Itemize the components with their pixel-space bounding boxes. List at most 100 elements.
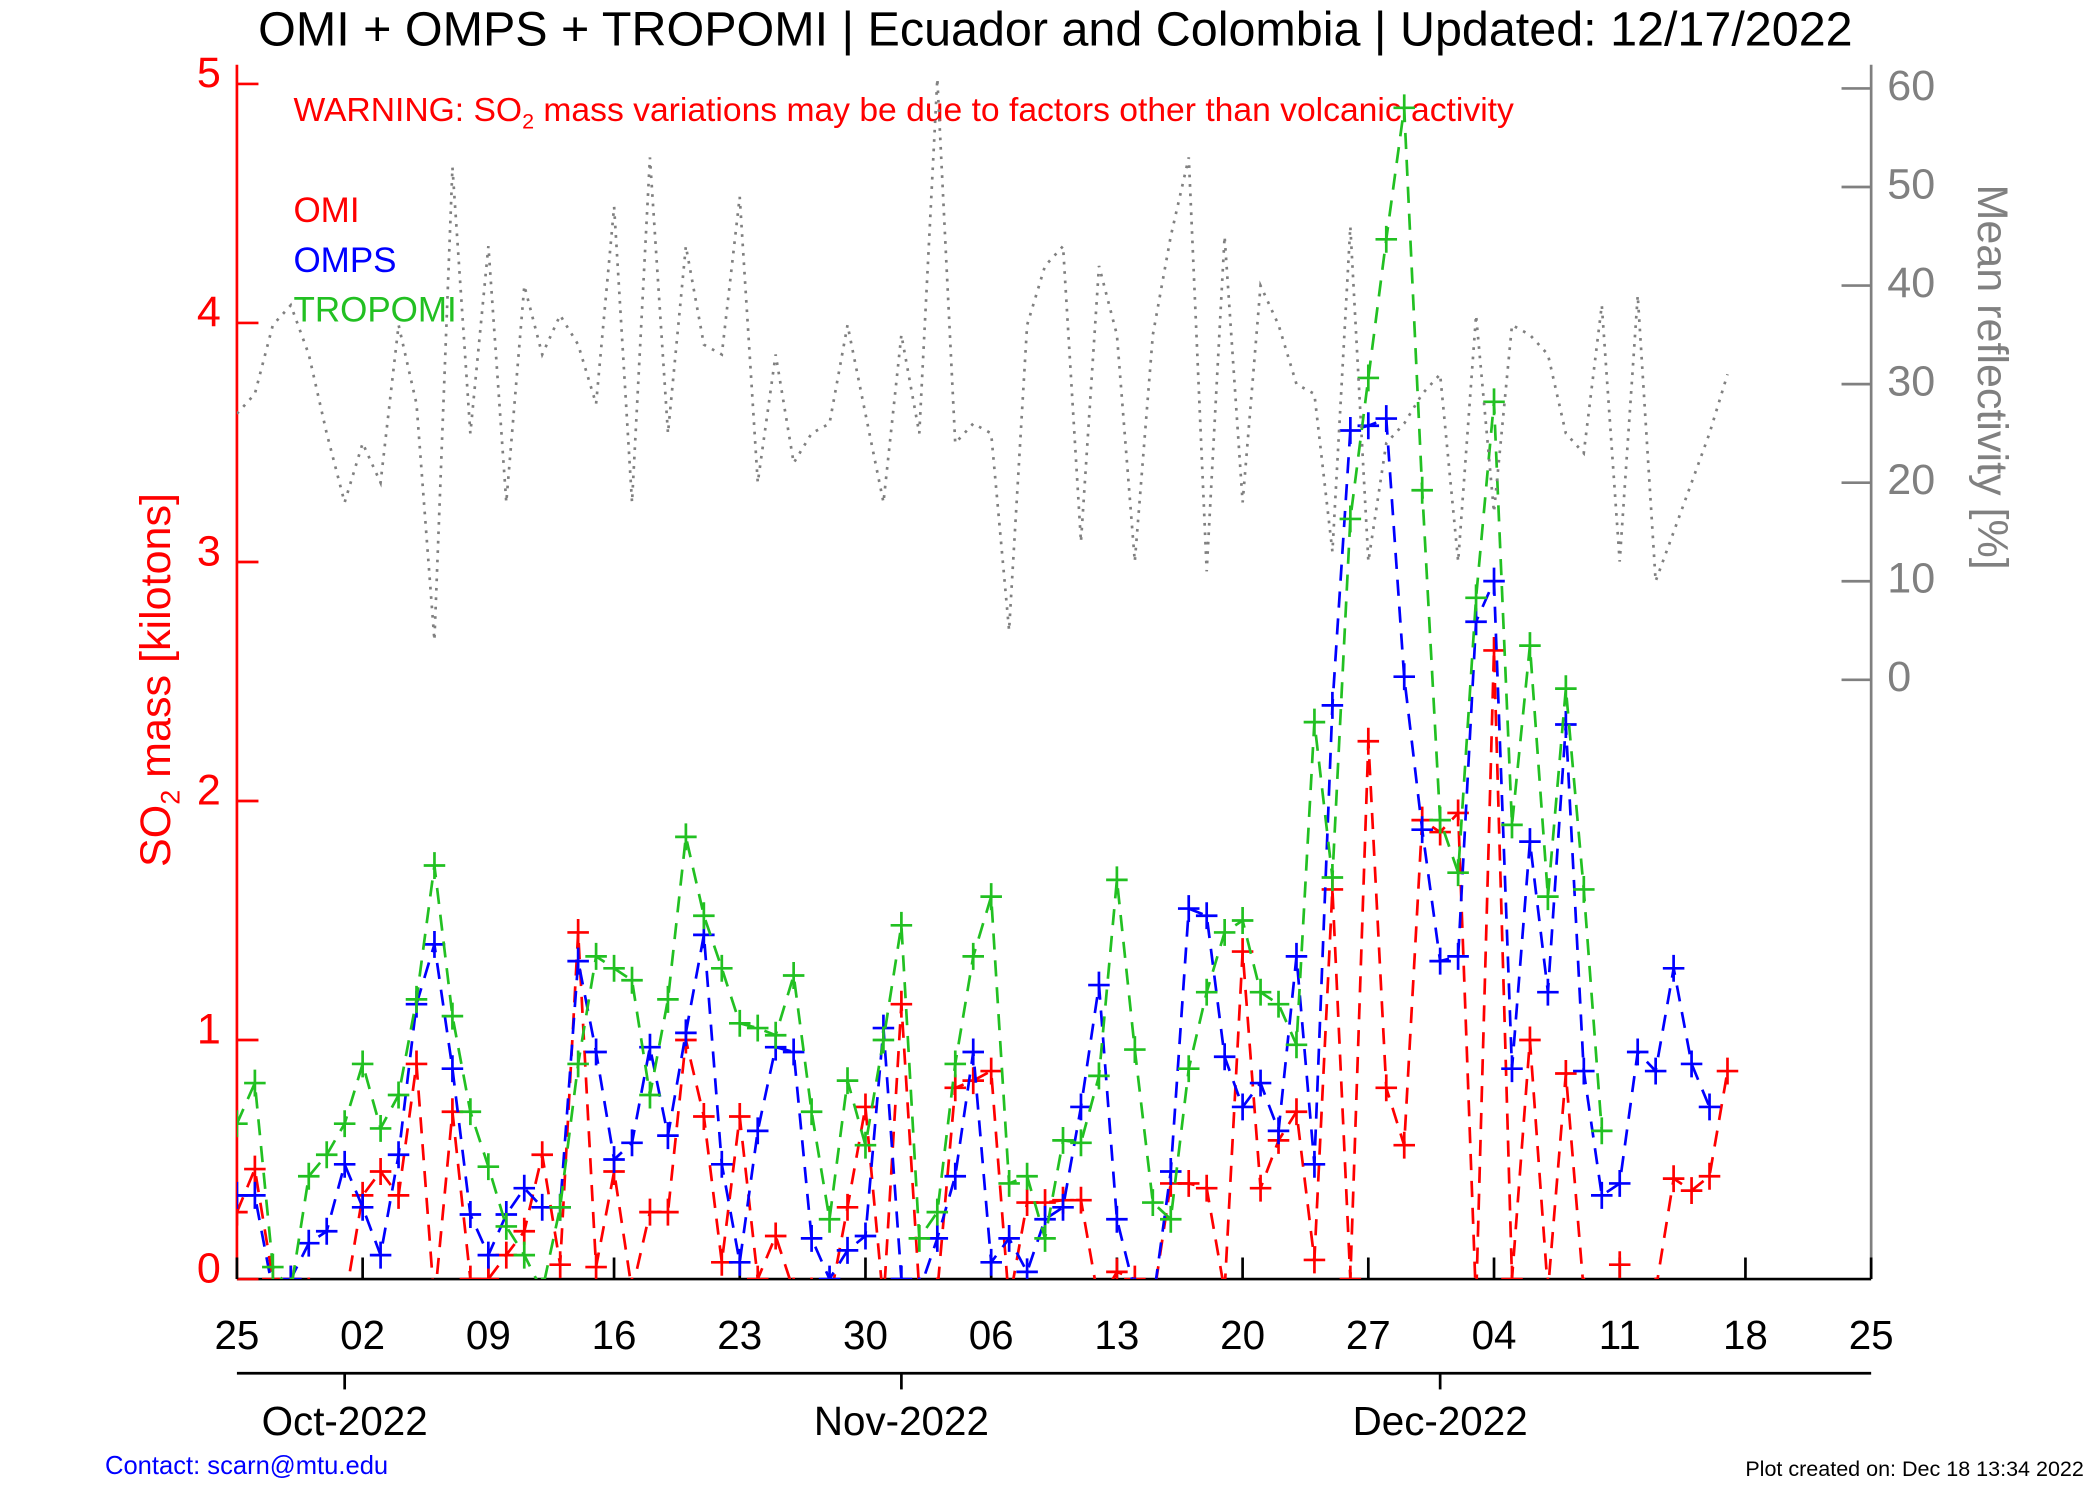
point-marker — [1052, 1126, 1074, 1154]
point-marker — [1608, 1251, 1631, 1279]
point-marker — [1231, 907, 1254, 934]
ylabel-prefix: SO — [132, 805, 180, 867]
point-marker — [387, 1081, 410, 1109]
point-marker — [908, 1224, 931, 1252]
x-tick-label: 23 — [717, 1312, 762, 1358]
x-tick-label: 20 — [1220, 1312, 1265, 1358]
point-marker — [1339, 1265, 1362, 1280]
point-marker — [1357, 364, 1380, 392]
point-marker — [800, 1098, 823, 1126]
point-marker — [1285, 1031, 1308, 1059]
point-marker — [818, 1265, 841, 1280]
x-tick-label: 02 — [340, 1312, 385, 1358]
point-marker — [918, 1277, 921, 1280]
x-tick-label: 18 — [1723, 1312, 1768, 1358]
point-marker — [495, 1241, 518, 1269]
point-marker — [1447, 859, 1469, 887]
point-marker — [271, 1277, 275, 1280]
point-marker — [1142, 1189, 1164, 1217]
point-marker — [459, 1098, 482, 1126]
x-tick-label: 30 — [843, 1312, 888, 1358]
point-marker — [1537, 978, 1559, 1006]
point-marker — [1698, 1093, 1721, 1121]
point-marker — [1339, 505, 1362, 533]
point-marker — [351, 1193, 374, 1221]
point-marker — [1177, 1055, 1200, 1083]
x-tick-label: 06 — [969, 1312, 1014, 1358]
point-marker — [818, 1205, 841, 1233]
point-marker — [1608, 1169, 1631, 1197]
point-marker — [1133, 1277, 1137, 1280]
point-marker — [477, 1153, 500, 1181]
point-marker — [1519, 828, 1541, 856]
point-marker — [1662, 1165, 1685, 1193]
point-marker — [1106, 1258, 1128, 1280]
point-marker — [1321, 691, 1344, 719]
point-marker — [1070, 1186, 1092, 1214]
point-marker — [244, 1181, 266, 1209]
created-note: Plot created on: Dec 18 13:34 2022 — [1745, 1457, 2084, 1481]
point-marker — [369, 1114, 392, 1142]
point-marker — [316, 1289, 338, 1316]
point-marker — [854, 1131, 877, 1159]
point-marker — [1393, 94, 1415, 122]
point-marker — [1231, 1093, 1254, 1121]
point-marker — [854, 1222, 877, 1250]
point-marker — [1716, 1057, 1739, 1085]
point-marker — [1267, 1117, 1290, 1145]
point-marker — [1483, 636, 1505, 664]
point-marker — [567, 947, 589, 975]
point-marker — [1465, 584, 1487, 612]
warning: WARNING: SO2 mass variations may be due … — [293, 92, 1514, 134]
point-marker — [495, 1212, 518, 1240]
point-marker — [1106, 1205, 1128, 1233]
point-marker — [1393, 1131, 1415, 1159]
point-marker — [280, 1265, 302, 1280]
point-marker — [513, 1174, 536, 1202]
point-marker — [711, 954, 733, 982]
point-marker — [1249, 1069, 1272, 1097]
point-marker — [1573, 875, 1595, 903]
point-marker — [387, 1181, 410, 1209]
x-tick-label: 27 — [1346, 1312, 1391, 1358]
point-marker — [549, 1193, 571, 1221]
point-marker — [630, 1277, 634, 1280]
point-marker — [836, 1067, 859, 1095]
point-marker — [1223, 1277, 1226, 1280]
y-axis-label: SO2 mass [kilotons] — [132, 493, 185, 867]
point-marker — [639, 1198, 661, 1226]
x-tick-label: 13 — [1094, 1312, 1139, 1358]
point-marker — [315, 1141, 338, 1169]
point-marker — [1375, 225, 1398, 253]
ylabel-suffix: mass [kilotons] — [132, 493, 180, 790]
point-marker — [567, 1050, 589, 1078]
point-marker — [333, 1110, 356, 1138]
point-marker — [1177, 895, 1200, 923]
point-marker — [405, 1050, 428, 1078]
point-marker — [1582, 1277, 1586, 1280]
reflectivity-line — [236, 78, 1729, 641]
point-marker — [1429, 806, 1451, 834]
point-marker — [567, 918, 589, 946]
point-marker — [441, 1002, 464, 1030]
point-marker — [819, 1289, 841, 1316]
point-marker — [926, 1224, 949, 1252]
point-marker — [1411, 816, 1433, 844]
point-marker — [728, 1248, 751, 1276]
y-tick-label: 5 — [197, 49, 221, 97]
point-marker — [890, 911, 913, 939]
point-marker — [1519, 632, 1541, 660]
point-marker — [1195, 978, 1218, 1006]
point-marker — [315, 1217, 338, 1245]
point-marker — [459, 1265, 482, 1280]
point-marker — [675, 823, 697, 851]
point-marker — [1447, 942, 1469, 970]
month-label: Dec-2022 — [1353, 1398, 1528, 1444]
point-marker — [890, 990, 913, 1018]
point-marker — [289, 1277, 293, 1280]
point-marker — [1249, 978, 1272, 1006]
point-marker — [782, 1038, 805, 1066]
point-marker — [1680, 1177, 1703, 1205]
point-marker — [675, 1019, 697, 1047]
month-label: Nov-2022 — [814, 1398, 989, 1444]
